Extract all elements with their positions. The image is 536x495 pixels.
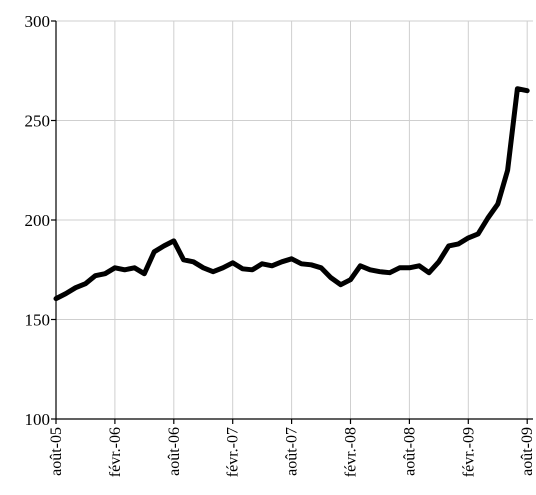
series-group xyxy=(53,86,530,302)
x-axis-ticks: août-05 févr.-06 août-06 févr.-07 août-07 fév… xyxy=(48,419,536,477)
x-tick-label: févr.-06 xyxy=(107,427,124,477)
y-tick-label: 100 xyxy=(25,410,51,429)
x-tick-label: août-06 xyxy=(166,427,183,476)
x-tick-label: août-07 xyxy=(284,427,301,476)
y-tick-label: 150 xyxy=(25,311,51,330)
y-tick-label: 200 xyxy=(25,211,51,230)
y-tick-label: 300 xyxy=(25,12,51,31)
x-tick-label: août-05 xyxy=(48,427,65,476)
x-tick-label: févr.-09 xyxy=(460,427,477,477)
x-tick-label: août-09 xyxy=(519,427,536,476)
y-axis-ticks: 100 150 200 250 300 xyxy=(25,12,56,429)
y-tick-label: 250 xyxy=(25,112,51,131)
x-tick-label: août-08 xyxy=(401,427,418,476)
gridlines xyxy=(56,20,533,419)
x-tick-label: févr.-08 xyxy=(343,427,360,477)
x-tick-label: févr.-07 xyxy=(225,427,242,477)
